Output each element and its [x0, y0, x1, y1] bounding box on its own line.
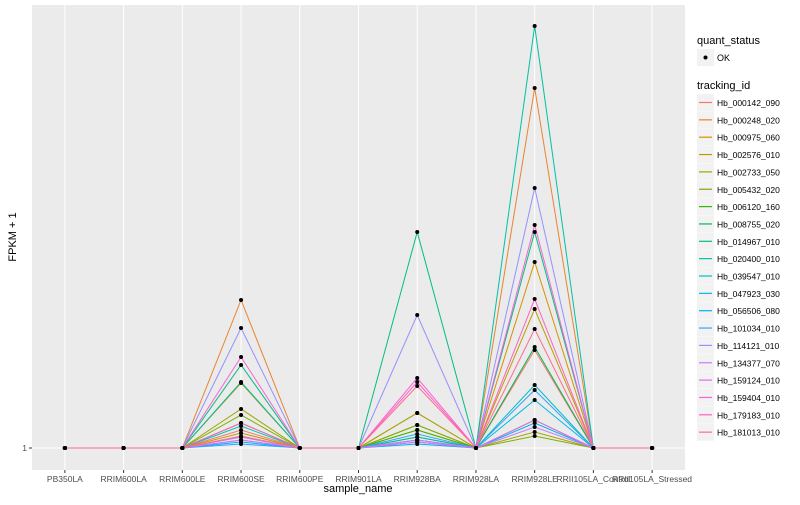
- data-point: [532, 383, 537, 387]
- legend-label: Hb_014967_010: [717, 237, 780, 247]
- data-point: [532, 418, 537, 422]
- data-point: [297, 446, 302, 450]
- data-point: [239, 421, 244, 425]
- data-point: [239, 438, 244, 442]
- legend-title-quant-status: quant_status: [697, 35, 760, 47]
- legend-title-tracking-id: tracking_id: [697, 80, 750, 92]
- legend-label-ok: OK: [717, 53, 730, 63]
- legend-label: Hb_134377_070: [717, 358, 780, 368]
- x-tick-label: RRIM928LA: [453, 474, 500, 484]
- legend-label: Hb_114121_010: [717, 341, 780, 351]
- x-tick-label: RRIM600LE: [159, 474, 206, 484]
- legend-label: Hb_159404_010: [717, 393, 780, 403]
- legend-label: Hb_006120_160: [717, 202, 780, 212]
- data-point: [532, 186, 537, 190]
- data-point: [532, 434, 537, 438]
- x-tick-label: RRII105LA_Stressed: [612, 474, 692, 484]
- legend-label: Hb_039547_010: [717, 272, 780, 282]
- legend-label: Hb_179183_010: [717, 410, 780, 420]
- data-point: [239, 407, 244, 411]
- data-point: [62, 446, 67, 450]
- data-point: [239, 434, 244, 438]
- legend: quant_status OK tracking_id Hb_000142_09…: [697, 35, 780, 441]
- data-point: [415, 313, 420, 317]
- legend-label: Hb_047923_030: [717, 289, 780, 299]
- data-point: [415, 384, 420, 388]
- data-point: [415, 423, 420, 427]
- x-tick-label: RRIM600SE: [217, 474, 265, 484]
- legend-ok-point-icon: [703, 55, 708, 60]
- data-point: [532, 230, 537, 234]
- x-tick-label: RRIM600PE: [276, 474, 324, 484]
- data-point: [239, 442, 244, 446]
- data-point: [532, 348, 537, 352]
- x-tick-label: RRIM600LA: [100, 474, 147, 484]
- data-point: [239, 424, 244, 428]
- data-point: [415, 432, 420, 436]
- data-point: [415, 411, 420, 415]
- x-tick-label: RRIM928LE: [512, 474, 559, 484]
- legend-label: Hb_181013_010: [717, 428, 780, 438]
- data-point: [532, 297, 537, 301]
- x-axis-title: sample_name: [323, 483, 392, 495]
- legend-label: Hb_000248_020: [717, 115, 780, 125]
- legend-label: Hb_008755_020: [717, 219, 780, 229]
- legend-label: Hb_101034_010: [717, 324, 780, 334]
- data-point: [532, 421, 537, 425]
- data-point: [121, 446, 126, 450]
- y-tick-label: 1: [22, 443, 27, 453]
- data-point: [532, 345, 537, 349]
- data-point: [239, 298, 244, 302]
- data-point: [239, 355, 244, 359]
- data-point: [356, 446, 361, 450]
- x-tick-label: RRII105LA_Control: [557, 474, 631, 484]
- data-point: [415, 380, 420, 384]
- data-point: [532, 425, 537, 429]
- data-point: [532, 430, 537, 434]
- data-point: [532, 223, 537, 227]
- y-axis-title: FPKM + 1: [7, 212, 19, 261]
- data-point: [239, 428, 244, 432]
- data-point: [591, 446, 596, 450]
- data-point: [532, 398, 537, 402]
- data-point: [532, 260, 537, 264]
- x-tick-label: PB350LA: [47, 474, 83, 484]
- legend-label: Hb_000975_060: [717, 133, 780, 143]
- data-point: [532, 86, 537, 90]
- data-point: [650, 446, 655, 450]
- data-point: [415, 428, 420, 432]
- data-point: [415, 376, 420, 380]
- x-tick-label: RRIM928BA: [394, 474, 442, 484]
- legend-label: Hb_159124_010: [717, 376, 780, 386]
- data-point: [415, 440, 420, 444]
- data-point: [532, 327, 537, 331]
- data-point: [473, 446, 478, 450]
- legend-label: Hb_020400_010: [717, 254, 780, 264]
- legend-label: Hb_002733_050: [717, 167, 780, 177]
- data-point: [532, 307, 537, 311]
- data-point: [239, 380, 244, 384]
- data-point: [239, 431, 244, 435]
- data-point: [239, 413, 244, 417]
- data-point: [239, 363, 244, 367]
- legend-label: Hb_056506_080: [717, 306, 780, 316]
- data-point: [532, 24, 537, 28]
- data-point: [180, 446, 185, 450]
- data-point: [415, 435, 420, 439]
- legend-label: Hb_002576_010: [717, 150, 780, 160]
- legend-label: Hb_000142_090: [717, 98, 780, 108]
- legend-label: Hb_005432_020: [717, 185, 780, 195]
- x-tick-label: RRIM901LA: [335, 474, 382, 484]
- data-point: [239, 326, 244, 330]
- data-point: [532, 388, 537, 392]
- data-point: [415, 230, 420, 234]
